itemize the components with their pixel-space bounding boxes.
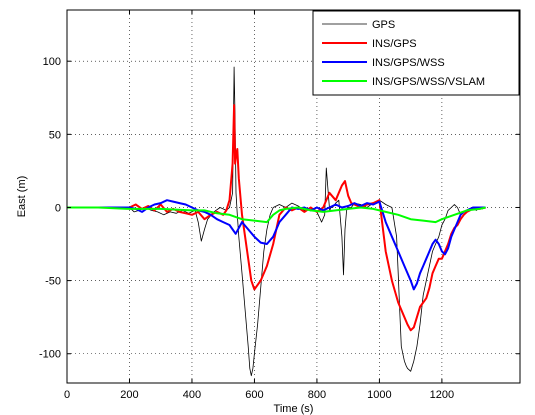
y-axis-label: East (m) — [16, 176, 28, 218]
y-tick-label: 50 — [49, 129, 61, 141]
series-line-gps — [67, 66, 486, 377]
x-tick-label: 1200 — [430, 389, 454, 401]
legend-label-ins-gps-wss-vslam: INS/GPS/WSS/VSLAM — [372, 76, 485, 88]
x-tick-label: 200 — [120, 389, 138, 401]
series-lines — [67, 66, 486, 377]
legend-label-ins-gps: INS/GPS — [372, 38, 417, 50]
y-tick-label: 0 — [55, 202, 61, 214]
y-tick-label: -100 — [39, 349, 61, 361]
series-line-ins-gps-wss-vslam — [67, 206, 486, 224]
x-tick-label: 1000 — [367, 389, 391, 401]
x-tick-label: 600 — [245, 389, 263, 401]
y-tick-label: -50 — [45, 276, 61, 288]
plot-frame — [66, 9, 521, 384]
legend-label-gps: GPS — [372, 19, 395, 31]
legend-label-ins-gps-wss: INS/GPS/WSS — [372, 57, 445, 69]
series-line-ins-gps-wss — [67, 199, 486, 291]
legend: GPS INS/GPS INS/GPS/WSS INS/GPS/WSS/VSLAM — [312, 10, 520, 96]
x-axis-label: Time (s) — [274, 403, 314, 415]
y-tick-label: 100 — [43, 56, 61, 68]
axis-ticks: 0 200 400 600 800 1000 1200 -100 -50 0 50 100 — [39, 10, 520, 401]
x-tick-label: 800 — [308, 389, 326, 401]
x-tick-label: 0 — [64, 389, 70, 401]
x-tick-label: 400 — [183, 389, 201, 401]
